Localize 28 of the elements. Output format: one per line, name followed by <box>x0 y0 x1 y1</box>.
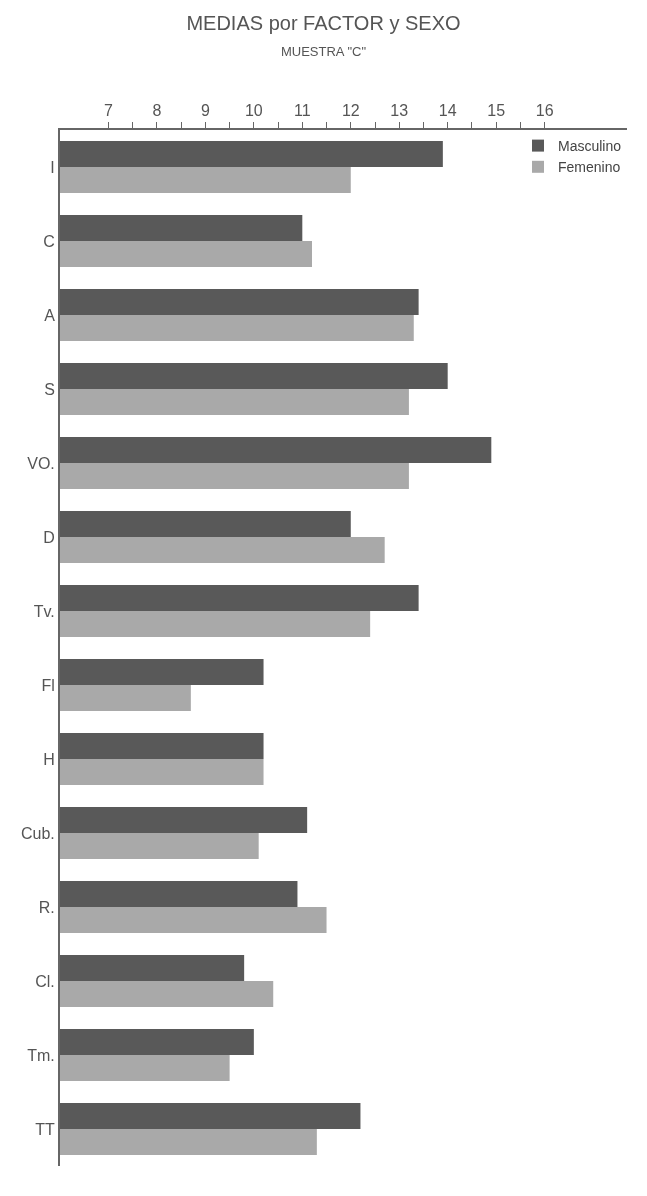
legend-label: Masculino <box>558 138 622 155</box>
x-tick-label: 11 <box>294 101 311 119</box>
x-tick-label: 12 <box>341 101 360 119</box>
y-tick-label: VO. <box>27 454 55 472</box>
y-tick-label: Cl. <box>35 972 55 990</box>
x-tick-label: 9 <box>200 101 210 119</box>
chart-title: MEDIAS por FACTOR y SEXO <box>186 11 461 34</box>
y-tick-label: A <box>44 306 56 324</box>
y-tick-label: D <box>43 528 55 546</box>
x-tick-label: 14 <box>438 101 457 119</box>
y-tick-label: C <box>43 232 55 250</box>
y-tick-label: Tv. <box>33 602 55 620</box>
y-tick-label: Fl <box>41 676 55 694</box>
x-tick-label: 15 <box>487 101 506 119</box>
x-tick-label: 7 <box>104 101 114 119</box>
y-tick-label: R. <box>38 898 55 916</box>
x-tick-label: 8 <box>152 101 162 119</box>
y-tick-label: I <box>50 158 55 176</box>
x-tick-label: 10 <box>244 101 263 119</box>
y-tick-label: TT <box>35 1120 56 1138</box>
legend-label: Femenino <box>558 159 621 176</box>
chart-subtitle: MUESTRA "C" <box>280 43 367 59</box>
x-tick-label: 13 <box>390 101 409 119</box>
y-tick-label: Tm. <box>27 1046 55 1064</box>
x-tick-label: 16 <box>535 101 554 119</box>
y-tick-label: H <box>43 750 55 768</box>
y-tick-label: S <box>44 380 55 398</box>
y-tick-label: Cub. <box>21 824 55 842</box>
